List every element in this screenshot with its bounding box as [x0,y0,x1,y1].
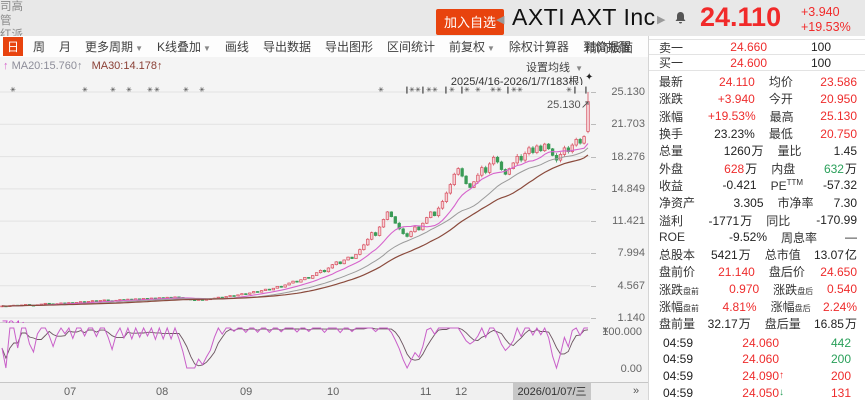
toolbar-item-4[interactable]: K线叠加 ▼ [156,40,211,54]
toolbar-item-2[interactable]: 月 [59,40,72,54]
quote-stat-row: 最新 24.110 均价 23.586 [659,74,857,90]
chart-area: ↑ MA20:15.760↑ MA30:14.178↑ 设置均线 ▼ 2025/… [0,57,648,400]
chart-toolbar: 日周月更多周期 ▼ K线叠加 ▼ 画线 导出数据 导出图形 区间统计 前复权 ▼ 除权计算器 到价提醒 [0,36,648,57]
current-date-label: 2026/01/07/三 [513,383,591,400]
y-axis-tick [591,318,596,319]
y-axis-label: 11.421 [612,215,645,228]
toolbar-item-1[interactable]: 周 [33,40,46,54]
quote-stat-row: 净资产 3.305 市净率 7.30 [659,195,857,211]
quote-stat-row: 盘前量 32.17万 盘后量 16.85万 [659,317,857,332]
y-axis-label: 4.567 [617,279,645,292]
y-axis-tick [591,124,596,126]
chevron-down-icon: ▼ [135,44,143,53]
up-arrow-icon: ↑ [779,370,784,382]
quote-stats: 最新 24.110 均价 23.586 涨跌 +3.940 今开 20.950 涨幅 +19.53… [649,73,865,332]
x-axis-label: 12 [455,386,468,398]
price-change-percent: +19.53% [801,20,851,34]
y-axis-label: 1.140 [617,312,645,324]
trade-tick-row: 04:59 24.060 442 [663,335,851,350]
y-axis-label: 18.276 [611,150,645,163]
candlestick-chart[interactable] [0,85,590,323]
quote-panel: 卖一 24.660 100 买一 24.600 100 最新 24.110 均价 23… [648,36,865,400]
add-to-watchlist-button[interactable]: 加入自选 [436,9,505,35]
toolbar-item-0[interactable]: 日 [3,37,24,56]
trade-tick-list: 04:59 24.060 442 04:59 24.060 200 04:59 24.090 ↑… [649,334,865,400]
oscillator-chart[interactable] [0,323,590,381]
quote-stat-row: 涨幅 +19.53% 最高 25.130 [659,109,857,124]
quote-stat-row: 总量 1260万 量比 1.45 [659,143,857,159]
x-axis-label: 11 [420,386,432,398]
quote-stat-row: 涨跌盘前 0.970 涨跌盘后 0.540 [659,282,857,297]
y-axis-tick [591,253,596,255]
quote-stat-row: 换手 23.23% 最低 20.750 [659,126,857,142]
prev-stock-icon[interactable]: ◀ [496,14,505,26]
last-price: 24.110 [700,2,782,32]
set-ma-dropdown[interactable]: 设置均线 ▼ [526,62,583,74]
trade-tick-row: 04:59 24.050 ↓ 131 [663,385,851,400]
pin-star-icon[interactable]: ✦ [585,72,594,83]
ma10-arrow: ↑ [3,60,9,72]
quote-stat-row: 涨跌 +3.940 今开 20.950 [659,91,857,107]
price-change: +3.940 [801,5,840,19]
ask-price: 24.660 [730,40,767,54]
toolbar-item-5[interactable]: 画线 [224,40,249,54]
y-axis-tick [591,92,596,93]
toolbar-item-11[interactable]: 到价提醒 [582,40,631,54]
toolbar-item-7[interactable]: 导出图形 [324,40,373,54]
y-axis-label: 25.130 [611,86,645,98]
bid-label: 买一 [659,56,684,70]
toolbar-item-3[interactable]: 更多周期 ▼ [85,40,143,54]
quote-stat-row: 涨幅盘前 4.81% 涨幅盘后 2.24% [659,299,858,315]
price-axis: 25.130 21.703 18.276 14.849 11.421 7.994 4.567… [591,85,648,324]
quote-stat-row: 收益 -0.421 PETTM -57.32 [659,177,858,193]
oscillator-min-label: 0.00 [620,363,642,375]
quote-stat-row: ROE -9.52% 周息率 — [659,230,857,245]
bid-row[interactable]: 买一 24.600 100 [649,55,865,71]
toolbar-item-9[interactable]: 前复权 ▼ [448,40,495,54]
y-axis-tick [591,221,596,223]
x-axis-label: 09 [240,386,253,398]
ask-row[interactable]: 卖一 24.660 100 [649,39,865,55]
y-axis-label: 21.703 [611,118,645,131]
high-price-annotation: 25.130↗ [547,99,590,111]
ask-volume: 100 [811,40,832,54]
close-icon[interactable]: × [602,323,610,337]
ma30-label: MA30:14.178↑ [91,60,163,72]
x-axis-label: 10 [327,386,340,398]
chevron-down-icon: ▼ [575,64,583,73]
fast-forward-icon[interactable]: » [633,385,640,397]
toolbar-item-8[interactable]: 区间统计 [386,40,435,54]
chevron-down-icon: ▼ [487,44,495,53]
bid-price: 24.600 [730,55,767,70]
quote-stat-row: 总股本 5421万 总市值 13.07亿 [659,248,857,263]
chevron-down-icon: ▼ [203,44,211,53]
bid-volume: 100 [811,55,832,70]
toolbar-item-10[interactable]: 除权计算器 [508,40,569,54]
trade-tick-row: 04:59 24.090 ↑ 200 [663,368,851,383]
sidebar-item-partial-1[interactable]: 司高管 [0,1,23,27]
ask-label: 卖一 [659,40,684,55]
quote-stat-row: 溢利 -1771万 同比 -170.99 [659,213,857,228]
next-stock-icon[interactable]: ▶ [657,14,666,26]
oscillator-max-label: 100.000 [602,326,642,338]
trade-tick-row: 04:59 24.060 200 [663,352,851,367]
quote-stat-row: 外盘 628万 内盘 632万 [659,161,857,176]
y-axis-tick [591,285,596,287]
down-arrow-icon: ↓ [779,387,784,399]
y-axis-tick [591,156,596,158]
alert-bell-icon[interactable] [674,11,687,28]
compact-layout-button[interactable]: 精简板面 [585,41,634,55]
ma-legend: ↑ MA20:15.760↑ MA30:14.178↑ [3,60,163,72]
y-axis-label: 7.994 [617,247,645,260]
stock-title: AXTI AXT Inc [512,4,656,30]
subchart-divider [0,322,590,323]
x-axis-label: 07 [64,386,77,398]
time-axis: 2026/01/07/三 » 07 08 09 10 11 12 [0,382,648,400]
quote-stat-row: 盘前价 21.140 盘后价 24.650 [659,264,857,280]
y-axis-tick [591,188,596,190]
y-axis-label: 14.849 [611,182,645,195]
ma20-label: MA20:15.760↑ [11,60,83,72]
x-axis-label: 08 [156,386,169,398]
toolbar-item-6[interactable]: 导出数据 [262,40,311,54]
